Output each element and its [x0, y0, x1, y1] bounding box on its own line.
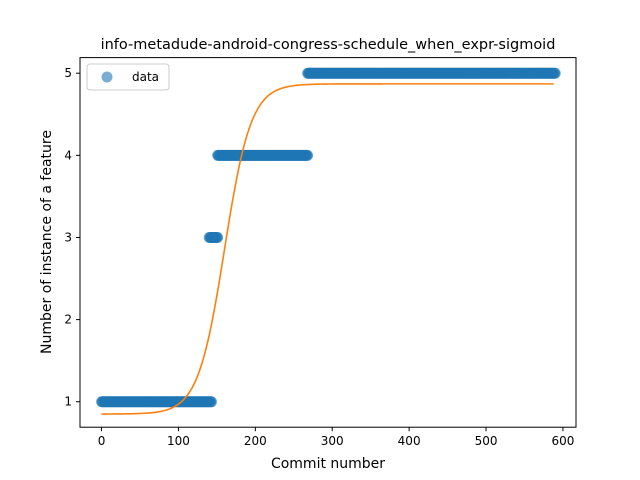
x-tick-label: 500: [475, 434, 498, 448]
x-axis: 0 100 200 300 400 500 600: [98, 427, 574, 448]
y-tick-label: 5: [64, 66, 72, 80]
x-tick-label: 400: [398, 434, 421, 448]
y-tick-label: 1: [64, 395, 72, 409]
sigmoid-fit-line: [101, 83, 554, 415]
chart-title: info-metadude-android-congress-schedule_…: [101, 37, 556, 53]
data-point: [212, 231, 224, 243]
y-tick-label: 2: [64, 313, 72, 327]
data-points: [96, 67, 561, 408]
legend-box: [86, 63, 170, 91]
x-tick-label: 0: [98, 434, 106, 448]
data-point: [302, 149, 314, 161]
legend-label-data: data: [132, 70, 159, 84]
y-tick-label: 3: [64, 230, 72, 244]
x-tick-label: 100: [167, 434, 190, 448]
y-axis: 1 2 3 4 5: [64, 66, 80, 409]
legend-marker-data: [101, 71, 113, 83]
data-point: [206, 396, 217, 408]
y-axis-label: Number of instance of a feature: [39, 130, 55, 354]
x-tick-label: 200: [244, 434, 267, 448]
plot-area: [96, 67, 561, 415]
x-tick-label: 300: [321, 434, 344, 448]
x-tick-label: 600: [551, 434, 574, 448]
x-axis-label: Commit number: [271, 456, 385, 472]
data-point: [549, 67, 561, 79]
legend: data: [86, 63, 170, 91]
y-tick-label: 4: [64, 148, 72, 162]
axes-frame: [79, 57, 577, 428]
